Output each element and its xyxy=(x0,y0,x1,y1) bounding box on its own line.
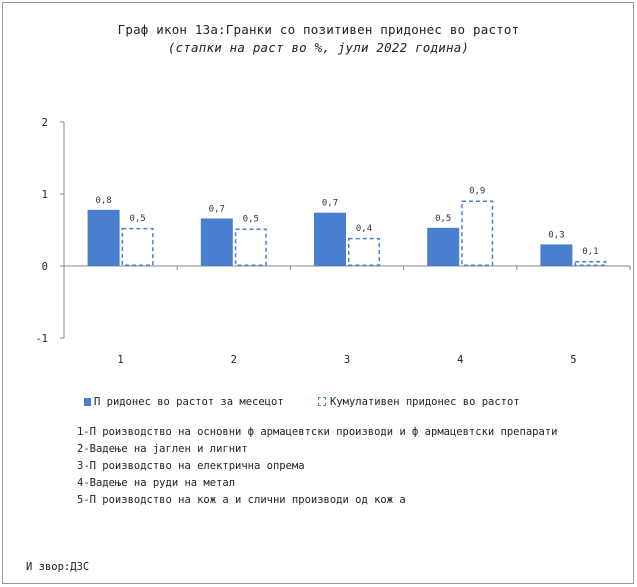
data-label-monthly: 0,7 xyxy=(322,199,338,209)
x-tick-label: 4 xyxy=(457,354,463,366)
y-tick-label: 0 xyxy=(42,261,48,273)
x-tick-label: 2 xyxy=(231,354,237,366)
data-label-monthly: 0,5 xyxy=(435,214,451,224)
category-note: 3-П роизводство на електрична опрема xyxy=(77,460,305,472)
legend-item-monthly: П ридонес во растот за месецот xyxy=(84,396,284,408)
legend-label-monthly: П ридонес во растот за месецот xyxy=(94,396,284,408)
chart-title: Граф икон 13а:Гранки со позитивен придон… xyxy=(117,22,520,37)
bar-monthly xyxy=(200,218,233,266)
y-tick-label: 1 xyxy=(42,189,48,201)
data-label-cumulative: 0,4 xyxy=(356,224,372,234)
data-label-monthly: 0,3 xyxy=(548,230,564,240)
x-tick-label: 3 xyxy=(344,354,350,366)
bar-cumulative xyxy=(121,227,154,266)
data-label-monthly: 0,7 xyxy=(209,204,225,214)
bar-monthly xyxy=(427,227,460,266)
x-tick-label: 1 xyxy=(117,354,123,366)
x-tick-label: 5 xyxy=(570,354,576,366)
legend-item-cumulative: Кумулативен придонес во растот xyxy=(318,396,520,408)
data-label-monthly: 0,8 xyxy=(95,196,111,206)
data-label-cumulative: 0,5 xyxy=(129,214,145,224)
legend-swatch-dashed xyxy=(318,397,326,406)
data-label-cumulative: 0,5 xyxy=(243,215,259,225)
category-note: 4-Вадење на руди на метал xyxy=(77,477,236,489)
category-note: 2-Вадење на јаглен и лигнит xyxy=(77,443,248,455)
category-notes: 1-П роизводство на основни ф армацевтски… xyxy=(77,424,557,509)
bar-cumulative xyxy=(234,228,267,266)
bar-cumulative xyxy=(574,260,607,266)
source-note: И звор:ДЗС xyxy=(26,561,90,573)
bar-cumulative xyxy=(348,237,380,266)
y-tick-label: 2 xyxy=(42,117,48,129)
bar-cumulative xyxy=(461,200,494,266)
bar-monthly xyxy=(314,212,346,266)
data-label-cumulative: 0,9 xyxy=(469,186,485,196)
legend-swatch-solid xyxy=(84,398,91,406)
chart-subtitle: (стапки на раст во %, јули 2022 година) xyxy=(167,40,470,55)
bar-monthly xyxy=(540,244,573,266)
y-tick-label: -1 xyxy=(35,333,48,345)
category-note: 5-П роизводство на кож а и слични произв… xyxy=(77,494,406,506)
data-label-cumulative: 0,1 xyxy=(582,247,598,257)
category-note: 1-П роизводство на основни ф армацевтски… xyxy=(77,426,558,438)
legend-label-cumulative: Кумулативен придонес во растот xyxy=(330,396,520,408)
bar-monthly xyxy=(87,209,120,266)
